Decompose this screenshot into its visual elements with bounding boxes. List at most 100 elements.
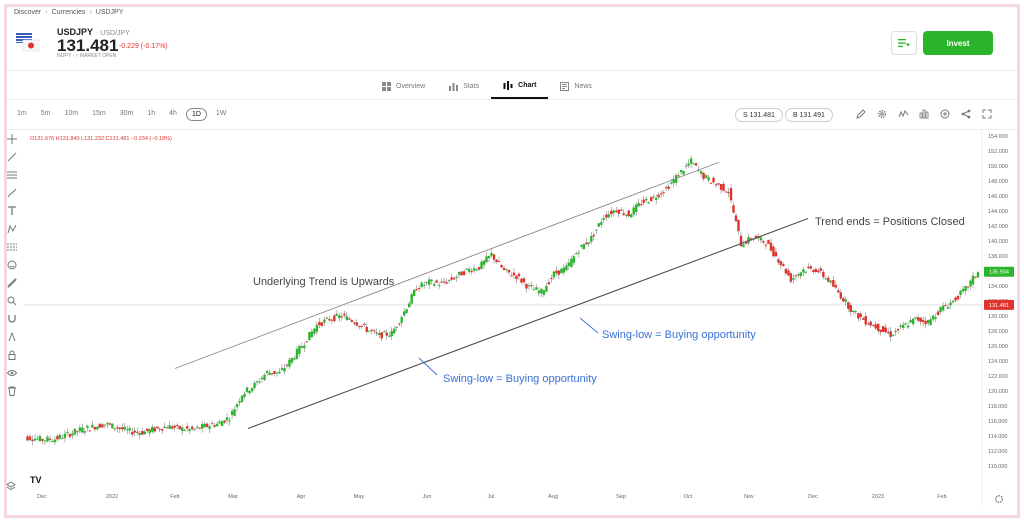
- candle-down: [884, 327, 887, 333]
- layers-icon[interactable]: [6, 478, 18, 491]
- add-circle-icon[interactable]: [939, 108, 951, 120]
- invest-button[interactable]: Invest: [923, 31, 993, 55]
- tab-bar: Overview Stats Chart News: [370, 73, 604, 99]
- candle-up: [36, 438, 39, 440]
- indicators-icon[interactable]: [897, 108, 909, 120]
- interval-15m[interactable]: 15m: [92, 110, 106, 117]
- candle-up: [427, 279, 431, 285]
- candle-down: [273, 371, 276, 374]
- breadcrumb-usdjpy: USDJPY: [95, 9, 124, 16]
- horizontal-lines-icon[interactable]: [6, 169, 18, 181]
- magnet-icon[interactable]: [6, 313, 18, 325]
- fullscreen-icon[interactable]: [981, 108, 993, 120]
- candle-down: [807, 266, 810, 269]
- candle-up: [228, 420, 231, 422]
- candle-up: [792, 277, 795, 280]
- interval-30m[interactable]: 30m: [119, 110, 134, 117]
- candle-down: [452, 278, 456, 280]
- candle-down: [889, 331, 892, 338]
- candle-down: [789, 273, 793, 282]
- y-tick-label: 118.000: [988, 404, 1007, 410]
- share-icon[interactable]: [960, 108, 972, 120]
- candle-up: [607, 214, 610, 218]
- brush-icon[interactable]: [6, 187, 18, 199]
- candle-down: [882, 326, 885, 332]
- watchlist-button[interactable]: [891, 31, 917, 55]
- chart-type-icon[interactable]: [918, 108, 930, 120]
- candle-down: [93, 427, 97, 430]
- fib-icon[interactable]: [6, 241, 18, 253]
- candle-down: [445, 282, 448, 284]
- candle-up: [275, 372, 279, 374]
- y-tick-label: 112.000: [988, 449, 1007, 455]
- candle-down: [592, 234, 596, 237]
- zoom-icon[interactable]: [6, 295, 18, 307]
- candle-down: [435, 280, 438, 283]
- settings-gear-icon[interactable]: [994, 491, 1006, 503]
- buy-quote[interactable]: B 131.491: [785, 108, 833, 122]
- interval-1w[interactable]: 1W: [215, 110, 227, 117]
- candle-down: [827, 277, 830, 282]
- candle-up: [378, 332, 381, 335]
- candle-down: [333, 315, 336, 322]
- trash-icon[interactable]: [6, 385, 18, 397]
- swing-low-2-pointer: [579, 317, 599, 334]
- candle-up: [487, 255, 491, 259]
- candle-up: [96, 426, 99, 430]
- lock-drawings-icon[interactable]: [6, 331, 18, 343]
- candle-down: [385, 332, 388, 336]
- pattern-icon[interactable]: [6, 223, 18, 235]
- lock-icon[interactable]: [6, 349, 18, 361]
- candle-up: [203, 423, 206, 428]
- candle-down: [373, 330, 376, 332]
- candle-down: [158, 428, 161, 430]
- interval-5m[interactable]: 5m: [40, 110, 51, 117]
- candle-up: [71, 433, 74, 436]
- interval-1m[interactable]: 1m: [17, 110, 27, 117]
- candle-up: [335, 313, 339, 316]
- tab-stats[interactable]: Stats: [437, 73, 491, 99]
- text-tool-icon[interactable]: [6, 205, 18, 217]
- candle-up: [612, 210, 615, 213]
- candle-down: [956, 295, 960, 300]
- sell-quote[interactable]: S 131.481: [735, 108, 783, 122]
- candle-down: [460, 271, 463, 276]
- candle-up: [310, 331, 314, 338]
- interval-1d[interactable]: 1D: [185, 108, 207, 121]
- tab-news[interactable]: News: [548, 73, 604, 99]
- x-tick-label: 2022: [106, 494, 118, 500]
- crosshair-icon[interactable]: [6, 133, 18, 145]
- candle-down: [318, 321, 321, 326]
- candle-down: [340, 316, 344, 318]
- price-chart[interactable]: 154.000 152.000 150.000 148.000 146.000 144.0…: [22, 130, 1018, 505]
- candle-up: [63, 433, 67, 438]
- divider: [7, 129, 1017, 130]
- candle-down: [440, 281, 443, 283]
- candle-up: [679, 170, 683, 173]
- interval-4h[interactable]: 4h: [169, 110, 177, 117]
- tab-chart-label: Chart: [518, 81, 537, 89]
- emoji-icon[interactable]: [6, 259, 18, 271]
- candle-down: [724, 191, 728, 193]
- pencil-icon[interactable]: [855, 108, 867, 120]
- interval-10m[interactable]: 10m: [64, 110, 79, 117]
- candle-down: [285, 364, 289, 366]
- tab-chart[interactable]: Chart: [491, 73, 549, 99]
- candle-up: [430, 279, 433, 282]
- tab-overview[interactable]: Overview: [370, 73, 437, 99]
- y-tick-label: 150.000: [988, 164, 1008, 170]
- trendline-icon[interactable]: [6, 151, 18, 163]
- eye-icon[interactable]: [6, 367, 18, 379]
- interval-1h[interactable]: 1h: [147, 110, 156, 117]
- settings-gear-icon[interactable]: [876, 108, 888, 120]
- y-tick-label: 116.000: [988, 419, 1007, 425]
- candle-down: [784, 268, 788, 274]
- candle-up: [707, 177, 710, 181]
- candle-down: [360, 325, 363, 327]
- x-tick-label: Aug: [548, 494, 558, 500]
- breadcrumb-currencies[interactable]: Currencies: [51, 9, 86, 16]
- breadcrumb-discover[interactable]: Discover: [14, 9, 42, 16]
- candle-down: [161, 429, 164, 431]
- candle-down: [664, 187, 668, 189]
- ruler-icon[interactable]: [6, 277, 18, 289]
